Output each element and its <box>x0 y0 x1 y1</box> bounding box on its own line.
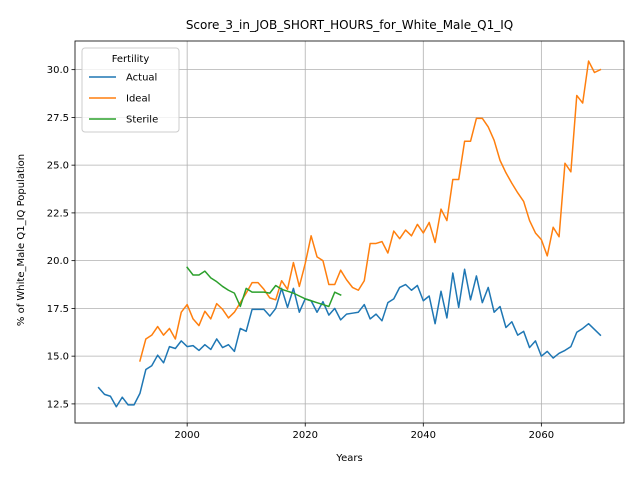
series-line-actual <box>97 268 602 408</box>
legend-label-sterile: Sterile <box>126 115 158 126</box>
legend-title: Fertility <box>112 54 150 65</box>
series-line-ideal <box>139 60 602 362</box>
x-tick-label: 2020 <box>292 430 317 441</box>
x-tick-label: 2040 <box>411 430 436 441</box>
y-tick-label: 12.5 <box>47 399 69 410</box>
plot-area-frame <box>74 40 625 424</box>
series-layer <box>97 60 602 408</box>
legend-label-ideal: Ideal <box>126 94 150 105</box>
axis-layer: 2000 2020 2040 2060 12.5 15.0 17.5 20.0 22.5 25.0… <box>47 40 625 441</box>
x-tick-label: 2000 <box>174 430 199 441</box>
y-tick-label: 22.5 <box>47 208 69 219</box>
legend-box <box>81 47 180 133</box>
x-tick-label: 2060 <box>529 430 554 441</box>
y-tick-label: 17.5 <box>47 304 69 315</box>
legend-label-actual: Actual <box>126 73 157 84</box>
y-axis-label: % of White_Male Q1_IQ Population <box>16 154 27 326</box>
x-axis-label: Years <box>335 453 362 464</box>
y-tick-label: 30.0 <box>47 65 69 76</box>
y-tick-label: 25.0 <box>47 161 69 172</box>
chart-title: Score_3_in_JOB_SHORT_HOURS_for_White_Mal… <box>186 18 513 32</box>
series-line-sterile <box>186 266 342 308</box>
y-tick-label: 15.0 <box>47 352 69 363</box>
y-tick-label: 20.0 <box>47 256 69 267</box>
y-tick-label: 27.5 <box>47 113 69 124</box>
legend: Fertility Actual Ideal Sterile <box>81 47 180 133</box>
